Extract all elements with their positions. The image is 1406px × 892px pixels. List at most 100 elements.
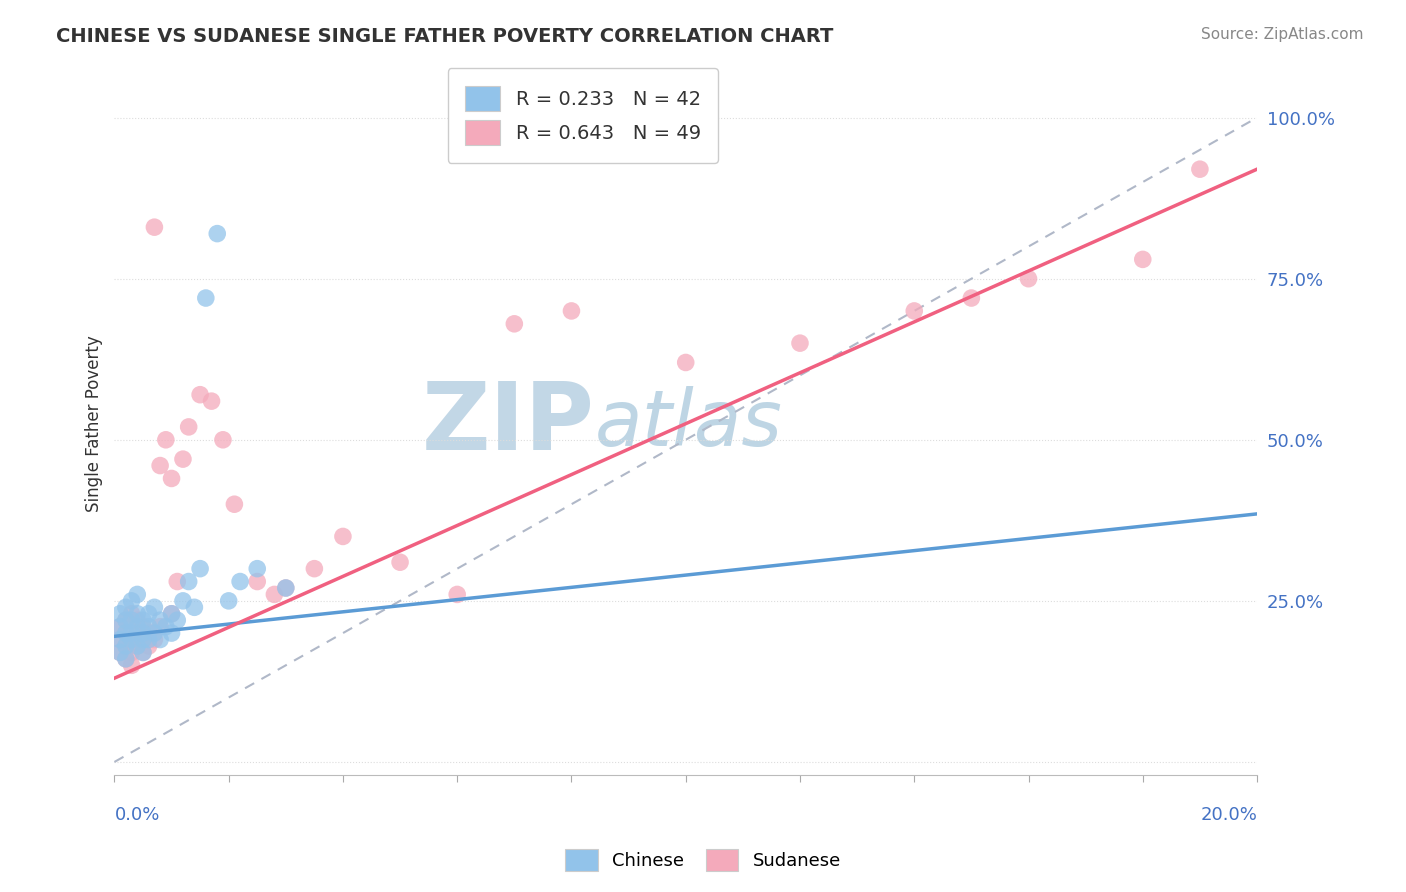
Point [207,227,229,241]
Point [274,581,297,595]
Point [115,626,138,640]
Point [200,394,222,409]
Point [121,607,143,621]
Point [121,613,143,627]
Point [108,645,131,659]
Y-axis label: Single Father Poverty: Single Father Poverty [86,335,103,512]
Point [560,304,582,318]
Point [183,600,205,615]
Point [224,497,246,511]
Text: Source: ZipAtlas.com: Source: ZipAtlas.com [1201,27,1364,42]
Point [166,574,188,589]
Point [503,317,526,331]
Point [115,613,138,627]
Point [172,452,194,467]
Legend: R = 0.233   N = 42, R = 0.643   N = 49: R = 0.233 N = 42, R = 0.643 N = 49 [447,68,718,163]
Point [108,632,131,647]
Point [115,639,138,653]
Point [121,645,143,659]
Point [115,652,138,666]
Point [160,471,183,485]
Point [127,639,149,653]
Point [149,613,172,627]
Point [121,632,143,647]
Point [177,574,200,589]
Point [960,291,983,305]
Point [160,607,183,621]
Point [149,458,172,473]
Point [127,613,149,627]
Point [446,587,468,601]
Point [229,574,252,589]
Point [108,620,131,634]
Point [138,607,160,621]
Point [143,632,166,647]
Point [218,594,240,608]
Point [138,626,160,640]
Point [172,594,194,608]
Point [127,587,149,601]
Legend: Chinese, Sudanese: Chinese, Sudanese [558,842,848,879]
Point [127,620,149,634]
Point [789,336,811,351]
Point [127,626,149,640]
Point [332,529,354,543]
Point [121,594,143,608]
Point [143,600,166,615]
Text: ZIP: ZIP [422,377,595,470]
Point [138,620,160,634]
Point [155,433,177,447]
Point [143,220,166,235]
Point [132,632,155,647]
Point [212,433,235,447]
Point [132,645,155,659]
Point [166,613,188,627]
Point [149,620,172,634]
Point [246,562,269,576]
Point [138,639,160,653]
Point [132,632,155,647]
Point [389,555,412,569]
Text: atlas: atlas [595,385,782,462]
Point [108,632,131,647]
Text: 0.0%: 0.0% [114,806,160,824]
Point [108,607,131,621]
Point [121,632,143,647]
Point [115,600,138,615]
Point [155,620,177,634]
Point [108,645,131,659]
Point [160,607,183,621]
Point [304,562,326,576]
Text: CHINESE VS SUDANESE SINGLE FATHER POVERTY CORRELATION CHART: CHINESE VS SUDANESE SINGLE FATHER POVERT… [56,27,834,45]
Point [132,645,155,659]
Point [188,562,211,576]
Point [115,626,138,640]
Point [115,652,138,666]
Point [1018,271,1040,285]
Point [138,632,160,647]
Point [132,620,155,634]
Point [160,626,183,640]
Point [194,291,217,305]
Point [903,304,925,318]
Point [1188,162,1211,177]
Point [108,620,131,634]
Point [115,639,138,653]
Point [675,355,697,369]
Text: 20.0%: 20.0% [1201,806,1257,824]
Point [143,626,166,640]
Point [132,613,155,627]
Point [127,639,149,653]
Point [149,632,172,647]
Point [132,626,155,640]
Point [1132,252,1154,267]
Point [121,626,143,640]
Point [188,387,211,401]
Point [263,587,285,601]
Point [121,658,143,673]
Point [177,420,200,434]
Point [274,581,297,595]
Point [127,607,149,621]
Point [115,613,138,627]
Point [246,574,269,589]
